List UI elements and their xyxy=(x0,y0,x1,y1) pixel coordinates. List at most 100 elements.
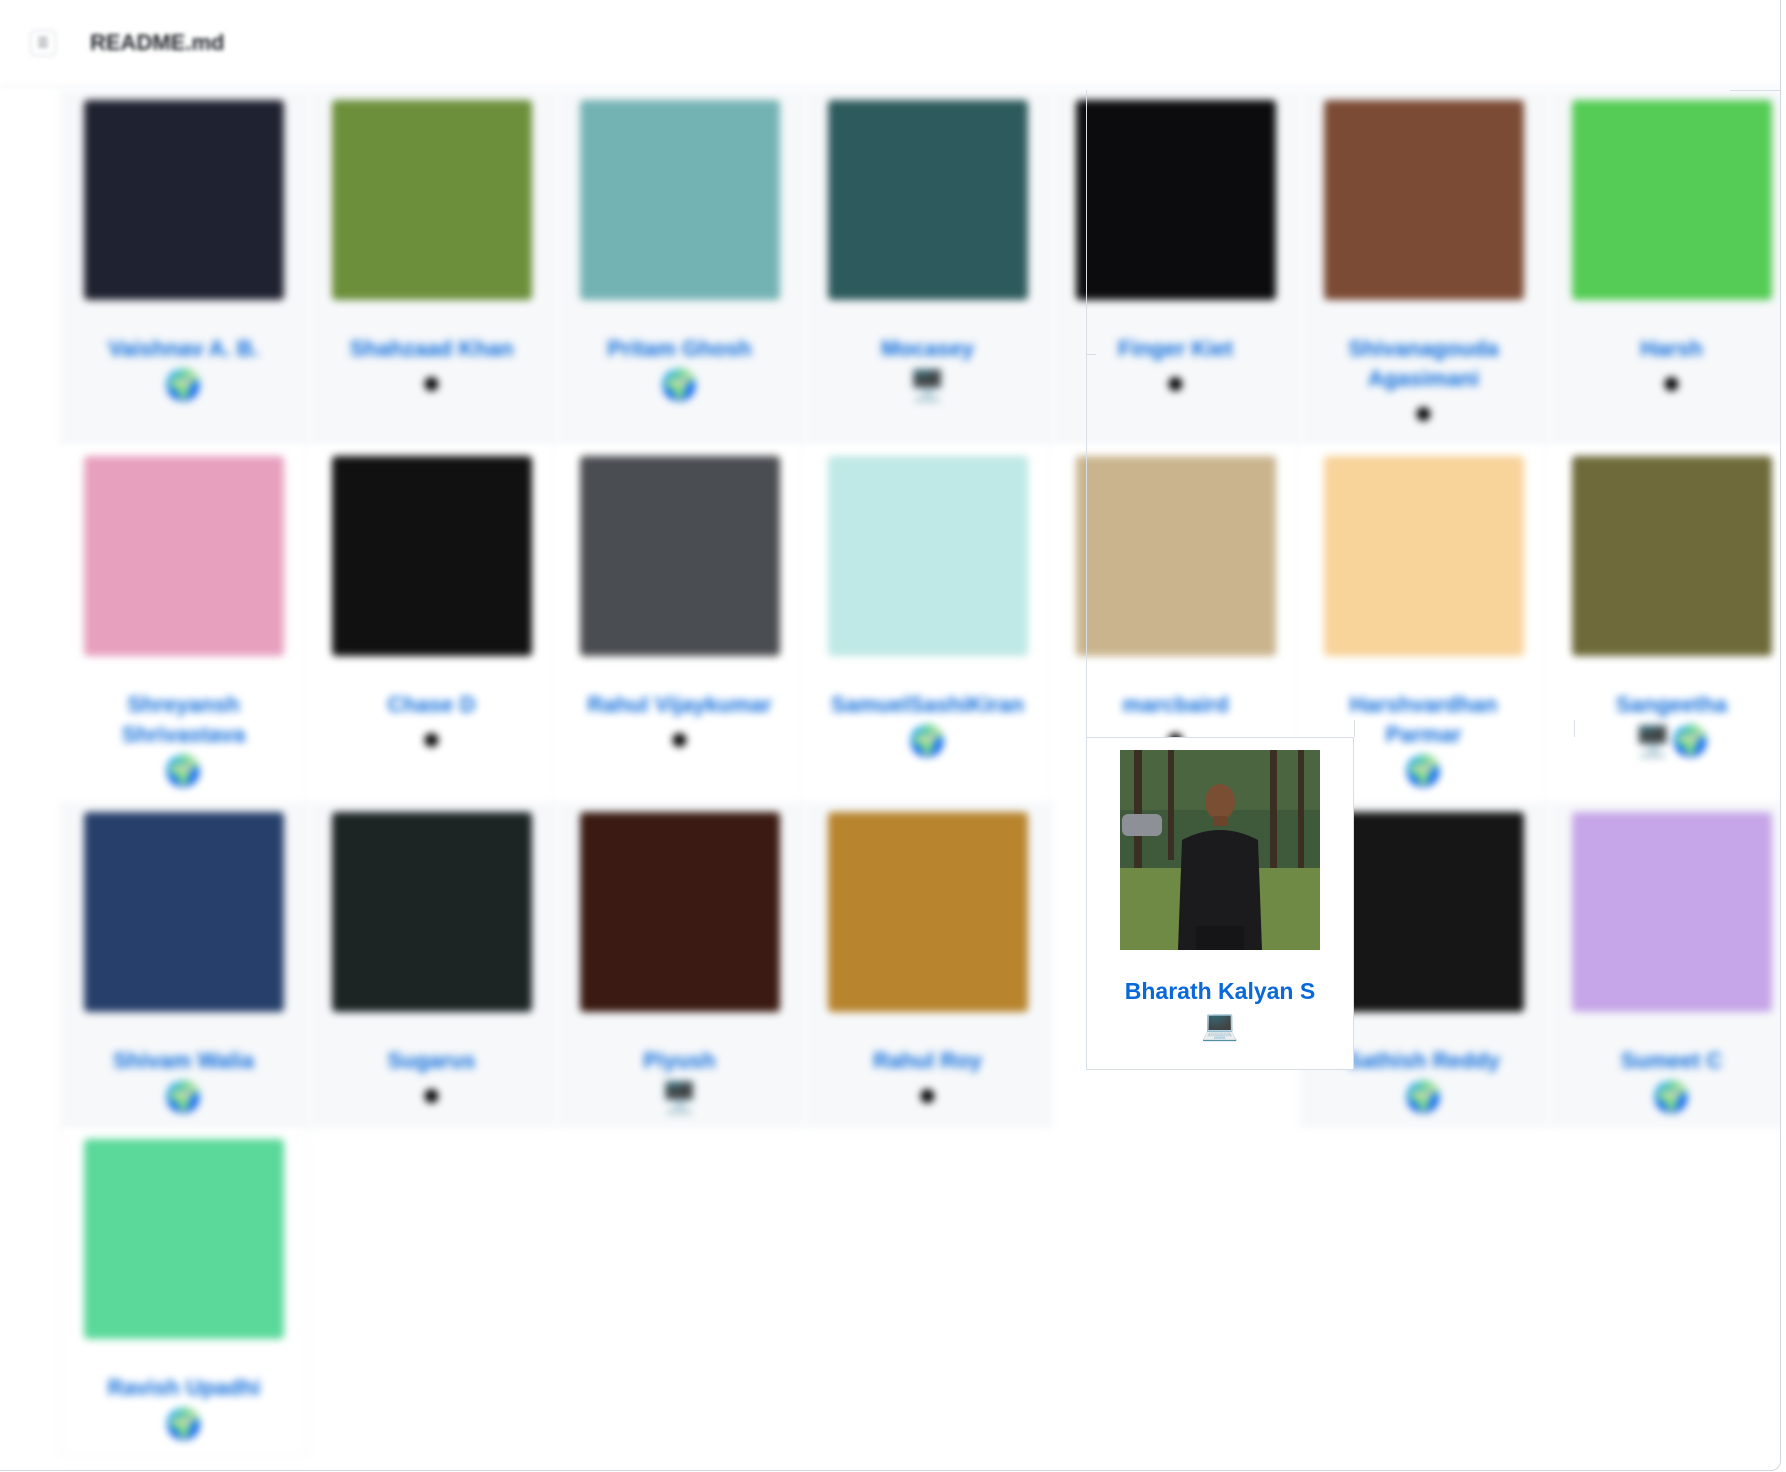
contributor-name[interactable]: Bharath Kalyan S xyxy=(1124,978,1316,1004)
contributor-name[interactable]: Sugarus xyxy=(387,1048,476,1073)
contributor-name[interactable]: Vaishnav A. B. xyxy=(108,336,259,361)
contributor-cell[interactable]: Sumeet C 🌍 xyxy=(1548,802,1780,1128)
contributor-name[interactable]: Shivam Walia xyxy=(112,1048,254,1073)
contributor-name[interactable]: Rahul Roy xyxy=(873,1048,982,1073)
table-border xyxy=(1354,720,1355,737)
contribution-badge-icon: 🌍 xyxy=(908,725,947,758)
contributor-cell[interactable]: Sangeetha 🖥️🌍 xyxy=(1548,446,1780,802)
contributor-name[interactable]: marcbaird xyxy=(1122,692,1229,717)
contributor-cell[interactable]: Shivanagouda Agasimani ⚫ xyxy=(1300,90,1548,446)
contributor-avatar[interactable] xyxy=(331,100,532,300)
contributor-name[interactable]: Sumeet C xyxy=(1620,1048,1723,1073)
contribution-badge-icon: ⚫ xyxy=(1162,369,1189,402)
contributor-name[interactable]: Sathish Reddy xyxy=(1347,1048,1500,1073)
contribution-badge-icon: ⚫ xyxy=(1658,369,1685,402)
contributor-avatar[interactable] xyxy=(331,812,532,1012)
contributor-avatar[interactable] xyxy=(83,812,284,1012)
contributor-avatar[interactable] xyxy=(1323,812,1524,1012)
contributor-name[interactable]: Shivanagouda Agasimani xyxy=(1348,336,1499,391)
contributor-avatar[interactable] xyxy=(1075,456,1276,656)
contributor-cell[interactable]: Mocasey 🖥️ xyxy=(804,90,1052,446)
contributors-row: Vaishnav A. B. 🌍 Shahzaad Khan ⚫ Pritam Ghos… xyxy=(60,90,1780,446)
contributor-name[interactable]: SamuelSashiKiran xyxy=(830,692,1025,717)
contributor-cell[interactable]: Rahul Roy ⚫ xyxy=(804,802,1052,1128)
table-border xyxy=(1086,90,1087,354)
contributor-avatar[interactable] xyxy=(827,456,1028,656)
contributor-cell[interactable]: SamuelSashiKiran 🌍 xyxy=(804,446,1052,802)
contributor-avatar[interactable] xyxy=(1571,812,1772,1012)
contribution-badge-icon: ⚫ xyxy=(418,369,445,402)
contributor-avatar[interactable] xyxy=(1571,100,1772,300)
contributor-cell[interactable]: Shivam Walia 🌍 xyxy=(60,802,308,1128)
file-header: ☰ README.md xyxy=(0,0,1780,87)
contributor-name[interactable]: Sangeetha xyxy=(1615,692,1728,717)
contributor-avatar[interactable] xyxy=(579,456,780,656)
contributors-row: Ravish Upadhi 🌍 xyxy=(60,1128,1780,1456)
contributor-cell[interactable]: Shreyansh Shrivastava 🌍 xyxy=(60,446,308,802)
contributor-avatar[interactable] xyxy=(83,100,284,300)
contributors-grid: Vaishnav A. B. 🌍 Shahzaad Khan ⚫ Pritam Ghos… xyxy=(60,90,1780,1456)
contribution-badge-icon: 🌍 xyxy=(164,1081,203,1114)
contributor-avatar[interactable] xyxy=(1571,456,1772,656)
table-border xyxy=(1574,720,1575,737)
contributor-cell[interactable]: Finger Kiet ⚫ xyxy=(1052,90,1300,446)
contribution-badge-icon: 🖥️🌍 xyxy=(1634,725,1709,758)
contribution-badge-icon: 🖥️ xyxy=(660,1081,699,1114)
contribution-badge-icon: 🌍 xyxy=(165,1408,203,1441)
contributor-name[interactable]: Ravish Upadhi xyxy=(107,1375,261,1400)
highlighted-contributor-cell[interactable]: Bharath Kalyan S 💻 xyxy=(1086,737,1354,1070)
contributor-avatar[interactable] xyxy=(1323,100,1524,300)
contribution-badge-icon: 🌍 xyxy=(1404,1081,1443,1114)
contributor-name[interactable]: Rahul Vijaykumar xyxy=(587,692,772,717)
contribution-badge-icon: ⚫ xyxy=(1410,399,1437,432)
contribution-badge-icon: ⚫ xyxy=(666,725,693,758)
contributor-avatar[interactable] xyxy=(84,1139,284,1339)
table-border xyxy=(1086,354,1096,355)
contributor-name[interactable]: Chase D xyxy=(387,692,476,717)
contribution-badge-icon: 🌍 xyxy=(660,369,699,402)
contributor-cell[interactable]: Shahzaad Khan ⚫ xyxy=(308,90,556,446)
contribution-badge-icon: 🌍 xyxy=(164,369,203,402)
contributor-name[interactable]: Finger Kiet xyxy=(1118,336,1233,361)
contributors-row: Shreyansh Shrivastava 🌍 Chase D ⚫ Rahul Vija… xyxy=(60,446,1780,802)
contributor-name[interactable]: Shreyansh Shrivastava xyxy=(121,692,246,747)
contributor-avatar[interactable] xyxy=(827,812,1028,1012)
contributor-cell[interactable]: Sathish Reddy 🌍 xyxy=(1300,802,1548,1128)
contributor-cell[interactable]: Vaishnav A. B. 🌍 xyxy=(60,90,308,446)
contributor-cell[interactable]: Ravish Upadhi 🌍 xyxy=(60,1128,308,1456)
file-name: README.md xyxy=(90,30,225,55)
contributor-cell[interactable]: Chase D ⚫ xyxy=(308,446,556,802)
contribution-badge-icon: 🌍 xyxy=(1652,1081,1691,1114)
contribution-badge-icon: ⚫ xyxy=(418,725,445,758)
contributor-cell[interactable]: Rahul Vijaykumar ⚫ xyxy=(556,446,804,802)
contributor-avatar[interactable] xyxy=(1120,750,1320,950)
contribution-badge-icon: 🌍 xyxy=(164,755,203,788)
contribution-badge-icon: ⚫ xyxy=(418,1081,445,1114)
contributor-name[interactable]: Harshvardhan Parmar xyxy=(1349,692,1498,747)
contribution-badge-icon: 🖥️ xyxy=(908,369,947,402)
contribution-badge-icon: ⚫ xyxy=(914,1081,941,1114)
list-icon[interactable]: ☰ xyxy=(30,30,56,56)
table-border xyxy=(1730,90,1780,91)
contribution-badge-icon: 🌍 xyxy=(1404,755,1443,788)
contributor-avatar[interactable] xyxy=(579,812,780,1012)
laptop-icon: 💻 xyxy=(1201,1009,1239,1042)
contributor-name[interactable]: Shahzaad Khan xyxy=(349,336,514,361)
contributor-name[interactable]: Harsh xyxy=(1640,336,1703,361)
contributor-avatar[interactable] xyxy=(1323,456,1524,656)
contributor-avatar[interactable] xyxy=(827,100,1028,300)
contributor-cell[interactable]: Sugarus ⚫ xyxy=(308,802,556,1128)
contributors-row: Shivam Walia 🌍 Sugarus ⚫ Piyush 🖥️ Rahul Roy ⚫ B… xyxy=(60,802,1780,1128)
contributor-avatar[interactable] xyxy=(331,456,532,656)
contributor-cell[interactable]: Harsh ⚫ xyxy=(1548,90,1780,446)
contributor-avatar[interactable] xyxy=(579,100,780,300)
contributor-avatar[interactable] xyxy=(83,456,284,656)
contributor-name[interactable]: Mocasey xyxy=(881,336,974,361)
contributor-name[interactable]: Piyush xyxy=(643,1048,716,1073)
contributor-avatar[interactable] xyxy=(1075,100,1276,300)
contributor-cell[interactable]: Pritam Ghosh 🌍 xyxy=(556,90,804,446)
contributor-name[interactable]: Pritam Ghosh xyxy=(607,336,752,361)
table-border xyxy=(1086,354,1087,737)
contributor-cell[interactable]: Piyush 🖥️ xyxy=(556,802,804,1128)
